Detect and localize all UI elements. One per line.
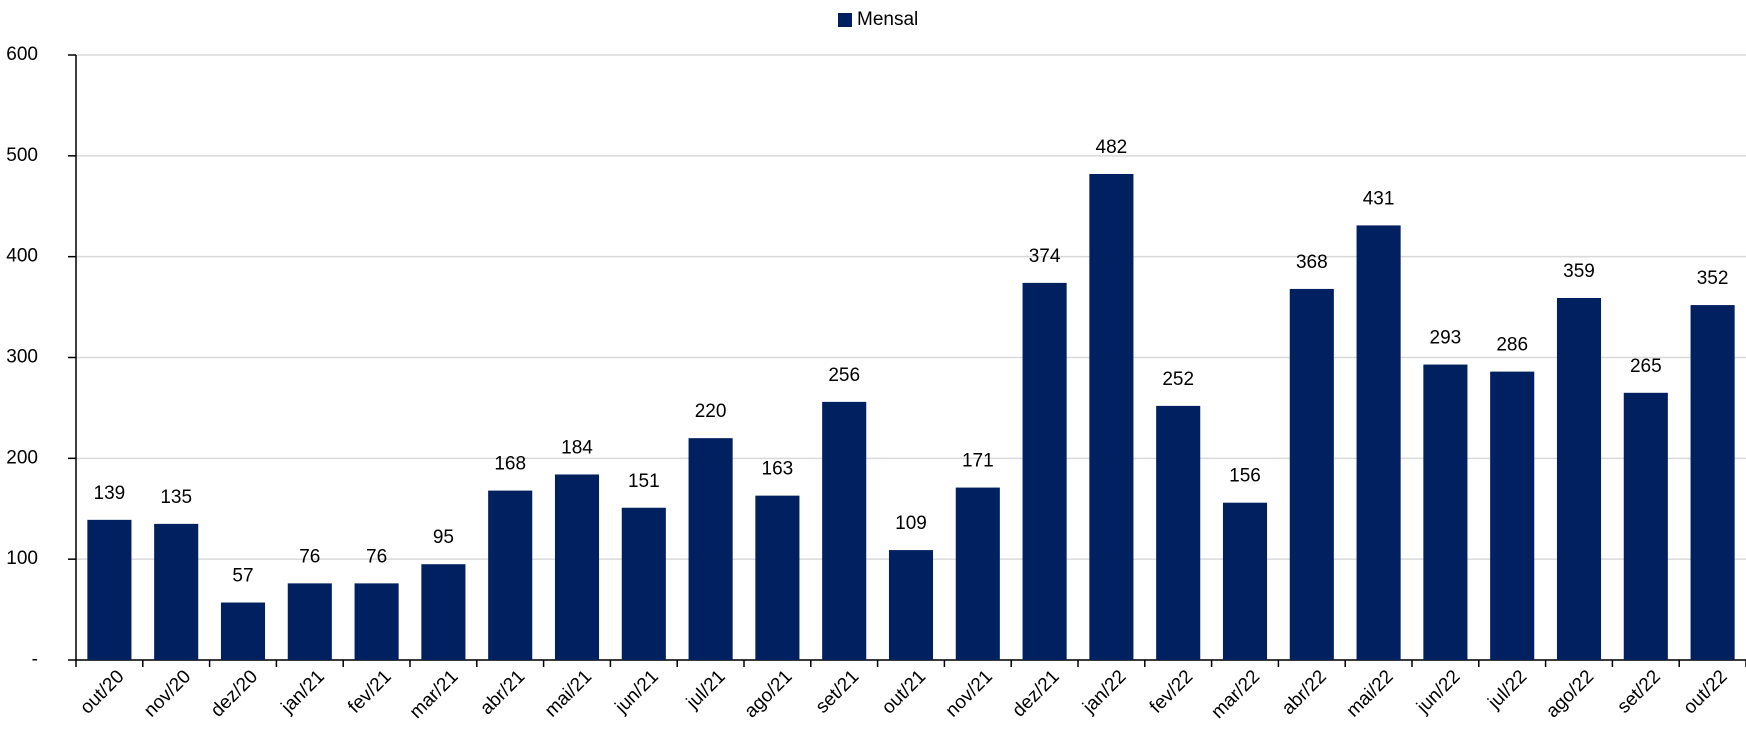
data-label: 168 [494,454,526,475]
bar [1556,298,1602,660]
x-tick-label: abr/21 [476,666,529,719]
x-tick-label: jun/22 [1412,666,1464,718]
bar [755,495,800,660]
bar [1356,225,1401,661]
data-label: 431 [1363,188,1395,209]
x-tick-label: jul/21 [682,666,730,714]
bar [1490,371,1535,660]
bar [1690,305,1735,660]
bar [1089,173,1134,660]
x-tick-label: jan/21 [277,666,329,718]
x-tick-label: fev/22 [1146,666,1197,717]
bar [87,519,132,660]
x-tick-label: set/21 [812,666,863,717]
x-tick-label: abr/22 [1278,666,1331,719]
bar [287,583,332,660]
data-label: 482 [1096,137,1128,158]
y-tick-label: 600 [6,44,38,65]
x-tick-label: ago/21 [741,666,797,722]
x-tick-label: jan/22 [1078,666,1130,718]
bar [354,583,399,660]
x-tick-label: jul/22 [1484,666,1532,714]
data-label: 57 [232,566,253,587]
y-tick-label: 200 [6,447,38,468]
data-label: 293 [1430,328,1462,349]
x-tick-label: jun/21 [611,666,663,718]
x-tick-label: mai/21 [541,666,596,721]
data-label: 252 [1162,369,1194,390]
data-label: 220 [695,401,727,422]
data-label: 359 [1563,261,1595,282]
x-tick-label: mar/21 [406,666,463,723]
data-label: 139 [94,483,126,504]
data-label: 256 [828,365,860,386]
x-tick-label: mai/22 [1343,666,1398,721]
data-label: 368 [1296,252,1328,273]
bar [1623,392,1668,660]
data-label: 171 [962,451,994,472]
data-label: 184 [561,437,593,458]
y-tick-label: 400 [6,246,38,267]
data-label: 156 [1229,466,1261,487]
data-label: 163 [762,459,794,480]
x-tick-label: nov/20 [140,666,195,721]
bar [421,564,466,660]
data-label: 95 [433,527,454,548]
x-tick-label: out/22 [1679,666,1731,718]
data-label: 286 [1496,335,1528,356]
x-tick-label: ago/22 [1542,666,1598,722]
x-tick-label: out/20 [76,666,128,718]
y-tick-label: 100 [6,548,38,569]
x-tick-label: nov/21 [942,666,997,721]
bar [1289,288,1334,660]
bar [1222,502,1268,660]
x-tick-label: fev/21 [344,666,395,717]
x-tick-label: set/22 [1613,666,1664,717]
bar [1022,282,1067,660]
bar [154,523,199,660]
bar [554,474,600,660]
data-label: 109 [895,513,927,534]
data-label: 265 [1630,356,1662,377]
x-tick-label: mar/22 [1207,666,1264,723]
bar [1423,364,1468,660]
x-tick-label: dez/21 [1008,666,1063,721]
data-label: 374 [1029,246,1061,267]
legend-swatch [838,13,852,27]
y-tick-label: 300 [6,347,38,368]
y-tick-label: - [32,649,38,670]
bar [688,438,733,660]
data-label: 352 [1697,268,1729,289]
bar [488,490,533,660]
bar [955,487,1000,660]
data-label: 76 [299,546,320,567]
x-tick-label: dez/20 [207,666,262,721]
bar [621,507,666,660]
y-tick-label: 500 [6,145,38,166]
bar [822,401,867,660]
bar [220,602,266,660]
bar [1156,405,1201,660]
data-label: 135 [160,487,192,508]
x-tick-label: out/21 [878,666,930,718]
bar [888,550,934,660]
data-label: 76 [366,546,387,567]
legend-label: Mensal [857,9,918,30]
data-label: 151 [628,471,660,492]
